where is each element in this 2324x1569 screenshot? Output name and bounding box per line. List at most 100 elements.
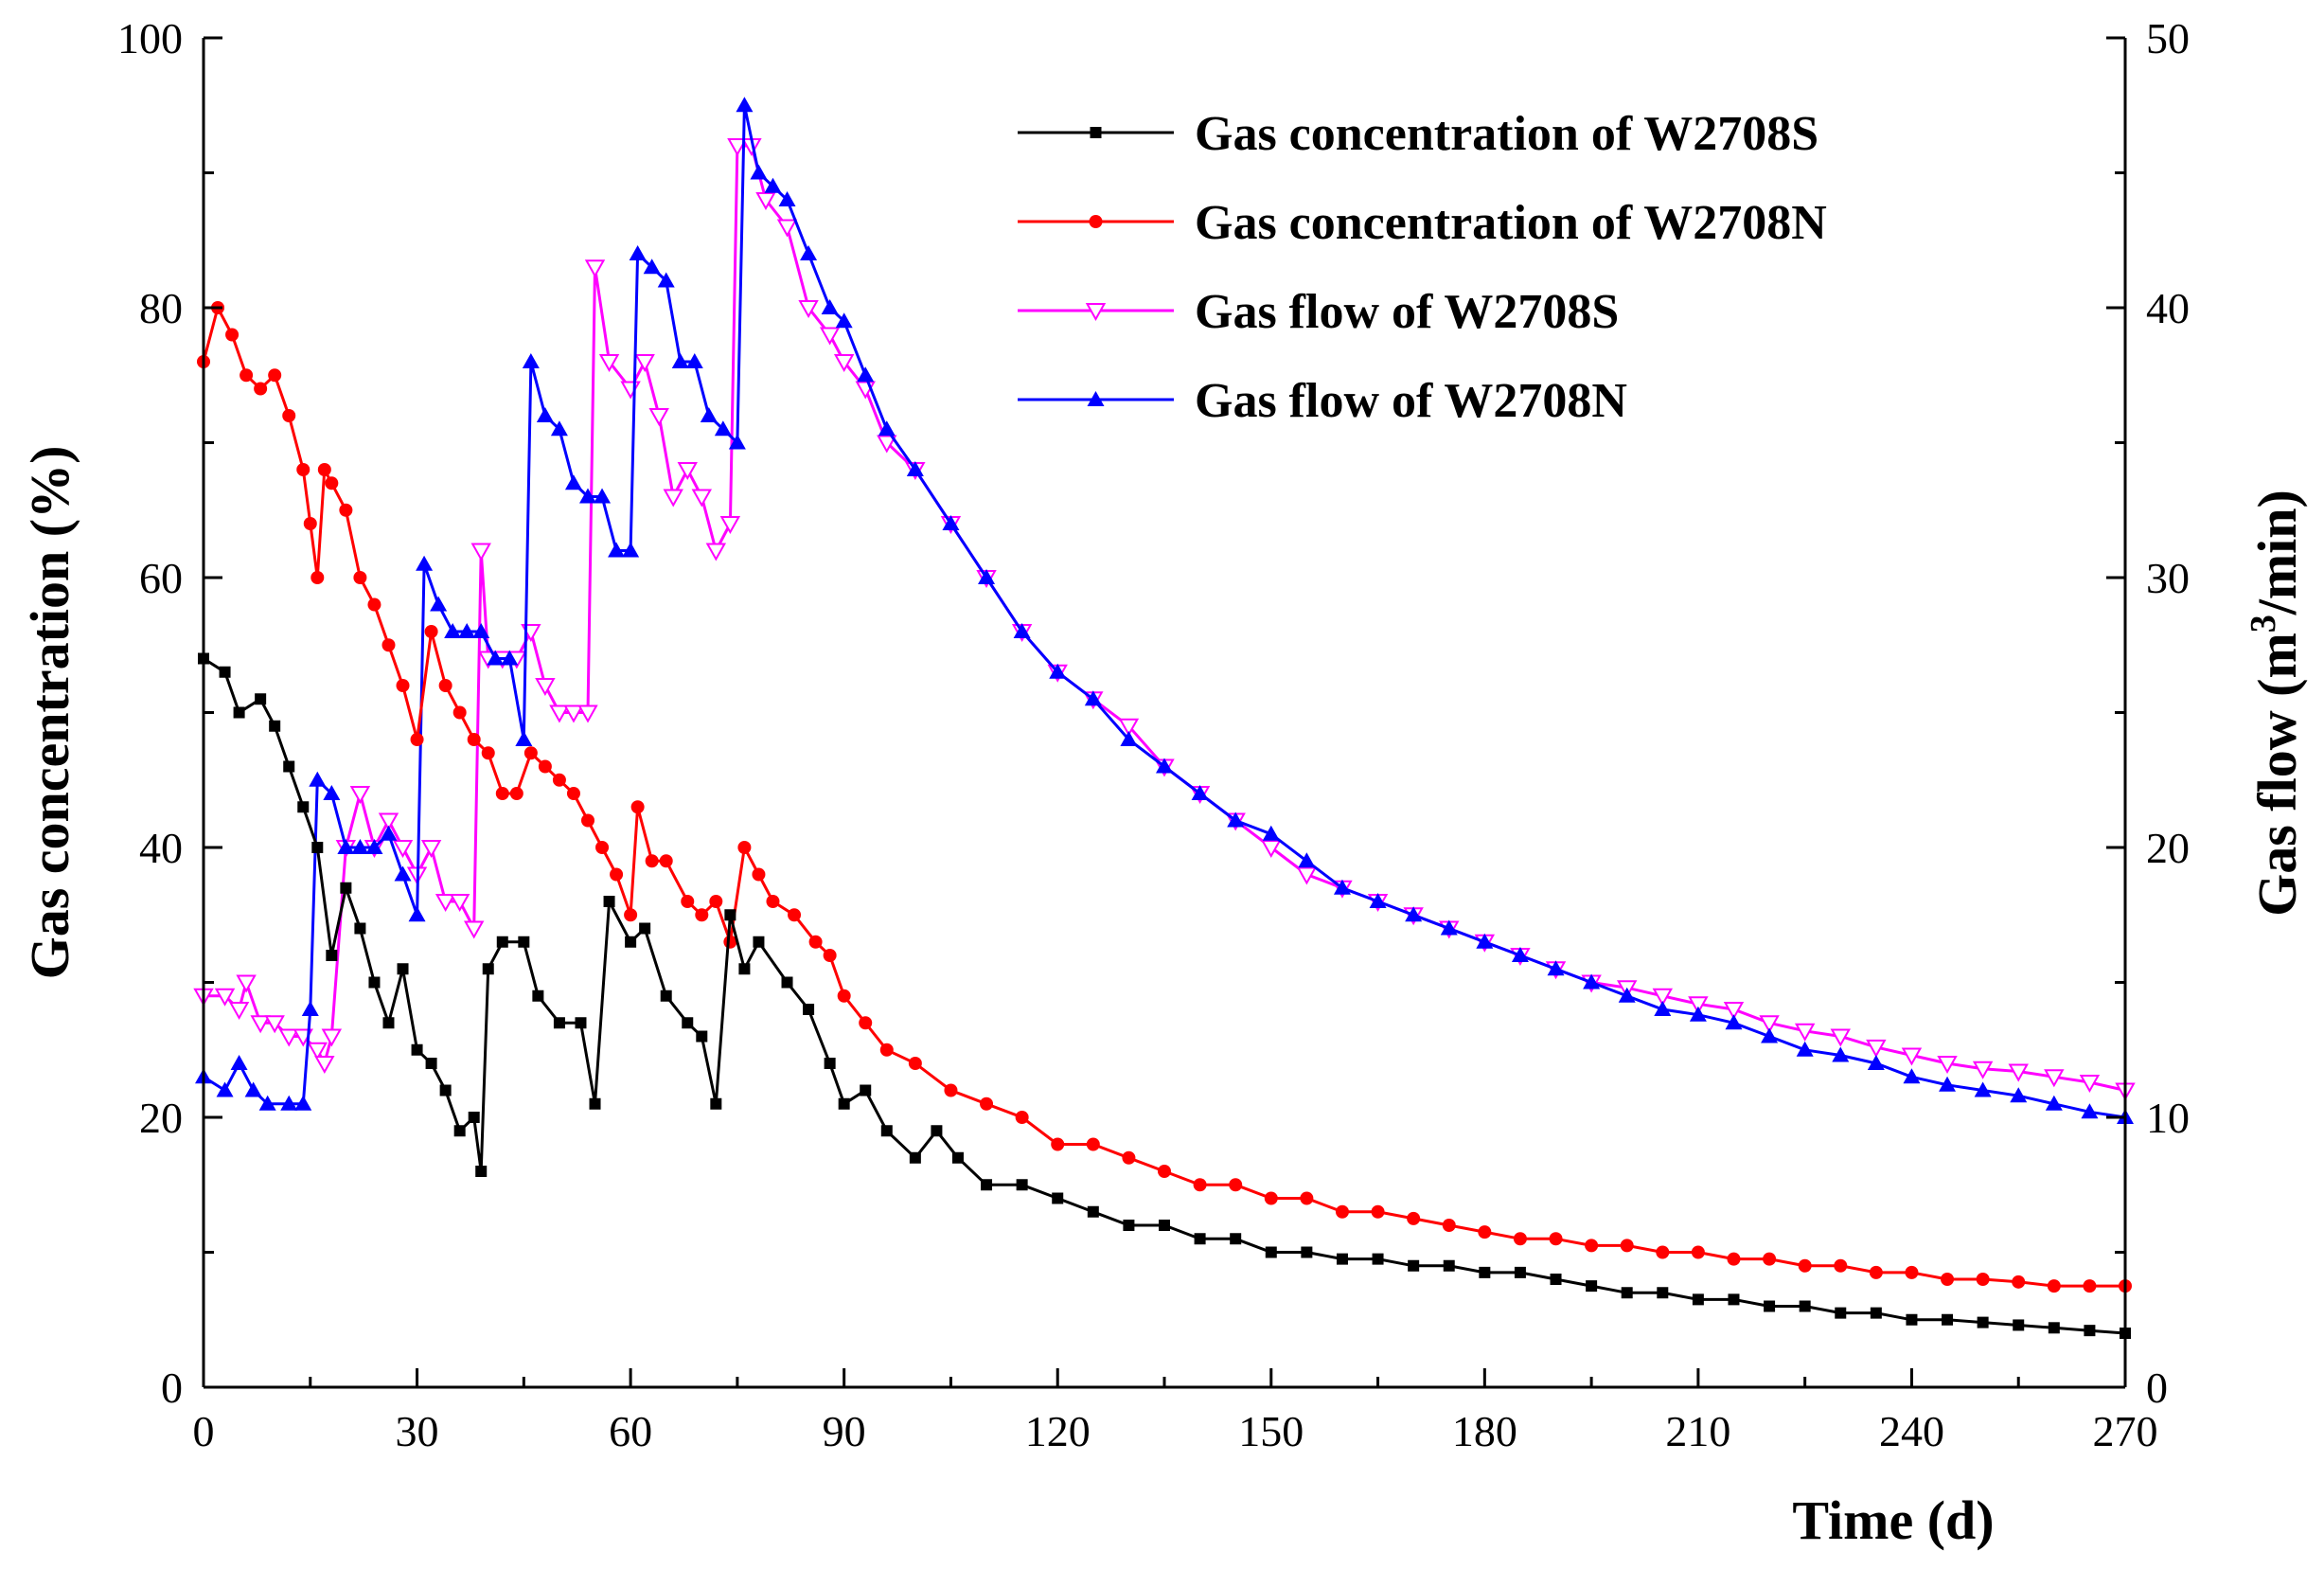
data-point xyxy=(659,854,673,868)
data-point xyxy=(808,935,823,949)
data-point xyxy=(1870,1307,1882,1319)
data-point xyxy=(1941,1273,1955,1286)
data-point xyxy=(1869,1265,1883,1279)
data-point xyxy=(630,800,645,814)
data-point xyxy=(1262,825,1280,841)
data-point xyxy=(1156,758,1173,774)
axes: 0 30 60 90 120 150 180 210 240 270020406080100010… xyxy=(19,14,2308,1551)
data-point xyxy=(581,813,594,828)
data-point xyxy=(1049,663,1067,679)
data-point xyxy=(458,623,476,638)
data-point xyxy=(1618,987,1636,1003)
data-point xyxy=(753,936,765,948)
y2-tick-label: 30 xyxy=(2146,554,2190,602)
legend-label: Gas concentration of W2708N xyxy=(1195,196,1827,250)
data-point xyxy=(1798,1258,1812,1273)
data-point xyxy=(1905,1265,1919,1279)
x-tick-label: 0 xyxy=(193,1407,215,1455)
data-point xyxy=(1761,1027,1779,1043)
data-point xyxy=(467,733,481,746)
data-point xyxy=(657,272,675,288)
data-point xyxy=(579,488,596,504)
x-tick-label: 90 xyxy=(823,1407,866,1455)
data-point xyxy=(307,1042,328,1061)
data-point xyxy=(1264,1191,1278,1205)
data-point xyxy=(909,1151,921,1164)
data-point xyxy=(837,989,851,1003)
legend-entry: Gas flow of W2708N xyxy=(1018,374,1627,428)
data-point xyxy=(1763,1252,1777,1266)
data-point xyxy=(325,476,339,490)
data-point xyxy=(1830,1028,1851,1047)
data-point xyxy=(1974,1081,1992,1097)
data-point xyxy=(349,786,371,805)
data-point xyxy=(230,1055,248,1070)
data-point xyxy=(833,354,855,373)
y-tick-label: 40 xyxy=(139,824,183,872)
x-tick-label: 150 xyxy=(1238,1407,1304,1455)
data-point xyxy=(515,731,533,746)
data-point xyxy=(639,922,651,935)
data-point xyxy=(595,841,610,854)
data-point xyxy=(1016,1179,1028,1191)
data-point xyxy=(1621,1287,1633,1299)
data-point xyxy=(216,1081,234,1097)
data-point xyxy=(1583,973,1601,990)
data-point xyxy=(685,353,703,368)
data-point xyxy=(411,1043,423,1056)
data-point xyxy=(1229,1178,1243,1192)
data-point xyxy=(268,368,282,383)
data-point xyxy=(1084,690,1102,706)
data-point xyxy=(1727,1252,1741,1266)
data-point xyxy=(1333,879,1351,895)
y2-tick-label: 50 xyxy=(2146,14,2190,62)
data-point xyxy=(463,920,485,939)
data-point xyxy=(634,354,655,373)
data-point xyxy=(536,407,554,422)
data-point xyxy=(800,245,818,260)
data-point xyxy=(577,704,598,723)
data-point xyxy=(695,908,709,922)
data-point xyxy=(1158,1165,1171,1178)
data-point xyxy=(880,1125,893,1137)
data-point xyxy=(1513,1232,1527,1246)
data-point xyxy=(575,1017,587,1029)
data-point xyxy=(470,543,491,562)
data-point xyxy=(981,1179,993,1191)
data-point xyxy=(764,177,782,193)
data-point xyxy=(737,841,752,854)
data-point xyxy=(269,720,281,732)
data-point xyxy=(351,839,369,854)
data-point xyxy=(566,787,580,800)
data-point xyxy=(1550,1274,1562,1285)
data-point xyxy=(392,840,414,859)
data-point xyxy=(738,963,751,975)
data-point xyxy=(244,1081,262,1097)
data-point xyxy=(264,1015,285,1034)
data-point xyxy=(487,650,505,666)
data-point xyxy=(1159,1220,1170,1231)
data-point xyxy=(397,963,409,975)
data-point xyxy=(823,949,837,962)
data-point xyxy=(978,569,996,584)
data-point xyxy=(1689,1006,1707,1022)
data-point xyxy=(323,785,341,800)
data-point xyxy=(931,1125,943,1137)
y2-title-part: /min) xyxy=(2246,490,2308,615)
data-point xyxy=(1369,893,1387,908)
data-point xyxy=(294,1095,312,1111)
data-point xyxy=(255,693,267,705)
data-point xyxy=(1476,933,1494,949)
data-point xyxy=(420,840,442,859)
data-point xyxy=(311,842,324,853)
x-tick-label: 270 xyxy=(2093,1407,2158,1455)
data-point xyxy=(624,908,638,922)
data-point xyxy=(700,407,718,422)
data-point xyxy=(449,894,470,913)
data-point xyxy=(859,1016,873,1030)
data-point xyxy=(942,515,960,530)
data-point xyxy=(1230,1233,1242,1245)
x-tick-label: 60 xyxy=(609,1407,652,1455)
data-point xyxy=(1866,1039,1887,1058)
data-point xyxy=(1407,1211,1421,1225)
